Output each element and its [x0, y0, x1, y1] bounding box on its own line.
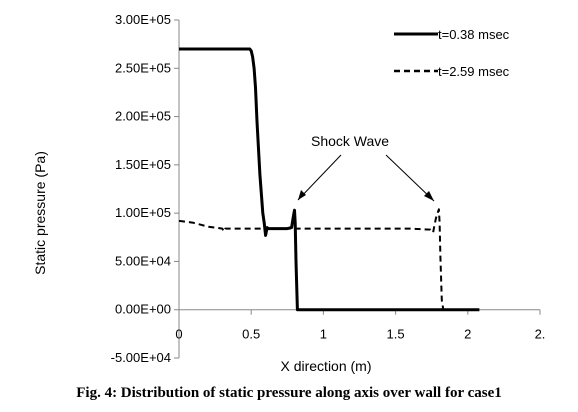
x-tick-label: 2	[464, 327, 471, 342]
annotation-arrowhead-right	[424, 191, 434, 201]
annotation-arrowhead-left	[298, 190, 306, 200]
y-tick-label: 0.00E+00	[115, 302, 171, 317]
shock-wave-annotation: Shock Wave	[297, 133, 435, 202]
y-axis-label: Static pressure (Pa)	[32, 151, 48, 275]
legend-entry-1: t=0.38 msec	[438, 27, 510, 42]
y-tick-label: 1.50E+05	[115, 157, 171, 172]
annotation-label: Shock Wave	[311, 133, 389, 149]
y-tick-label: -5.00E+04	[111, 350, 171, 365]
series-line-2	[178, 208, 445, 310]
annotation-arrow-left	[297, 154, 342, 201]
x-tick-labels: 0 0.5 1 1.5 2 2.	[175, 327, 545, 342]
y-tick-label: 5.00E+04	[115, 253, 171, 268]
legend: t=0.38 msec t=2.59 msec	[394, 27, 510, 79]
x-tick-label: 0.5	[242, 327, 260, 342]
legend-entry-2: t=2.59 msec	[438, 64, 510, 79]
y-tick-labels: -5.00E+04 0.00E+00 5.00E+04 1.00E+05 1.50E+0…	[111, 12, 171, 365]
annotation-arrow-right	[385, 154, 435, 202]
y-tick-label: 1.00E+05	[115, 205, 171, 220]
x-tick-label: 2.	[535, 327, 546, 342]
x-tick-label: 0	[175, 327, 182, 342]
x-tick-label: 1	[320, 327, 327, 342]
y-tick-label: 2.00E+05	[115, 109, 171, 124]
series-line-1	[179, 47, 480, 312]
x-tick-label: 1.5	[387, 327, 405, 342]
plot-area	[174, 19, 541, 359]
y-tick-label: 2.50E+05	[115, 60, 171, 75]
x-axis-label: X direction (m)	[280, 358, 371, 374]
y-tick-label: 3.00E+05	[115, 12, 171, 27]
figure-caption: Fig. 4: Distribution of static pressure …	[76, 385, 502, 401]
